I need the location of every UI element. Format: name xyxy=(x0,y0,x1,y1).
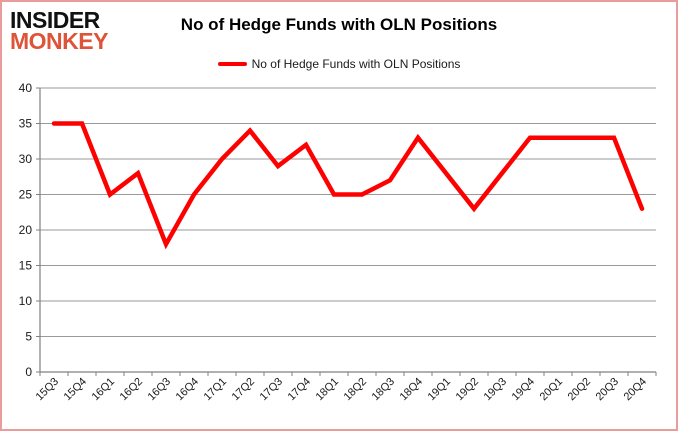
legend-label: No of Hedge Funds with OLN Positions xyxy=(251,57,461,71)
x-axis-label: 15Q3 xyxy=(34,376,62,404)
x-axis-label: 20Q4 xyxy=(622,376,650,404)
x-axis-label: 19Q3 xyxy=(482,376,510,404)
x-axis-label: 19Q4 xyxy=(510,376,538,404)
x-axis-label: 18Q1 xyxy=(314,376,342,404)
y-axis-label: 5 xyxy=(25,330,32,344)
y-axis-label: 30 xyxy=(19,152,33,166)
x-axis-label: 20Q1 xyxy=(538,376,566,404)
y-axis-label: 35 xyxy=(19,117,33,131)
x-axis-label: 16Q3 xyxy=(146,376,174,404)
x-axis-label: 18Q4 xyxy=(398,376,426,404)
y-axis-label: 15 xyxy=(19,259,33,273)
x-axis-label: 18Q3 xyxy=(370,376,398,404)
series-line-oln xyxy=(51,121,645,250)
x-axis-label: 17Q2 xyxy=(230,376,258,404)
y-axis-label: 40 xyxy=(19,81,33,95)
x-axis-label: 20Q3 xyxy=(594,376,622,404)
x-axis-label: 17Q3 xyxy=(258,376,286,404)
x-axis-label: 15Q4 xyxy=(62,376,90,404)
y-axis-label: 25 xyxy=(19,188,33,202)
legend: No of Hedge Funds with OLN Positions xyxy=(0,57,678,71)
x-axis-label: 16Q2 xyxy=(118,376,146,404)
x-axis-label: 18Q2 xyxy=(342,376,370,404)
x-axis-label: 16Q1 xyxy=(90,376,118,404)
y-axis-label: 20 xyxy=(19,223,33,237)
logo-text-insider: INSIDER xyxy=(10,7,100,33)
x-axis-label: 17Q1 xyxy=(202,376,230,404)
chart-title: No of Hedge Funds with OLN Positions xyxy=(180,15,498,34)
insider-monkey-logo: INSIDER MONKEY xyxy=(10,7,108,55)
legend-line-marker xyxy=(217,62,247,66)
x-axis-label: 16Q4 xyxy=(174,376,202,404)
x-axis-label: 19Q2 xyxy=(454,376,482,404)
x-axis-label: 17Q4 xyxy=(286,376,314,404)
y-axis-label: 10 xyxy=(19,294,33,308)
x-axis-label: 20Q2 xyxy=(566,376,594,404)
y-axis-label: 0 xyxy=(25,365,32,379)
x-axis-label: 19Q1 xyxy=(426,376,454,404)
logo-text-monkey: MONKEY xyxy=(10,28,108,55)
